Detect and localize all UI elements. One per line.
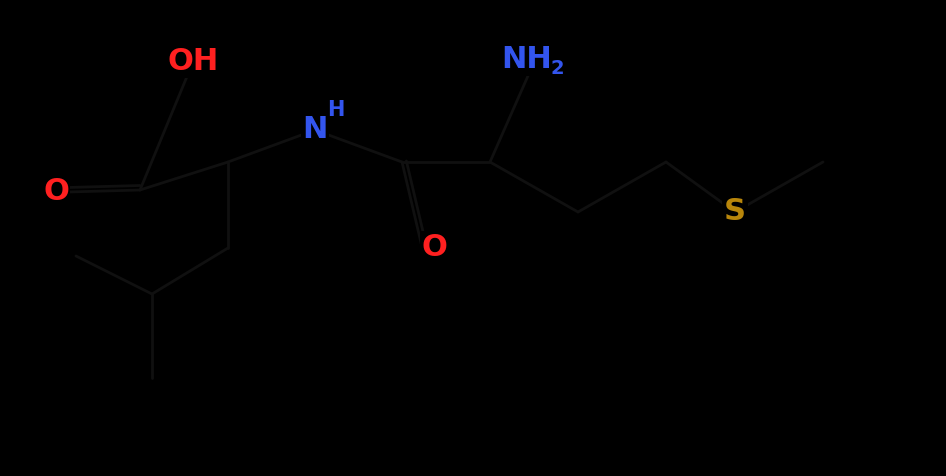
Text: O: O [44,178,69,207]
Text: S: S [724,198,746,227]
Text: OH: OH [167,48,219,77]
Text: 2: 2 [551,59,564,78]
Text: O: O [421,232,447,261]
Text: NH: NH [501,46,552,75]
Text: H: H [327,100,344,120]
Text: N: N [303,116,327,145]
